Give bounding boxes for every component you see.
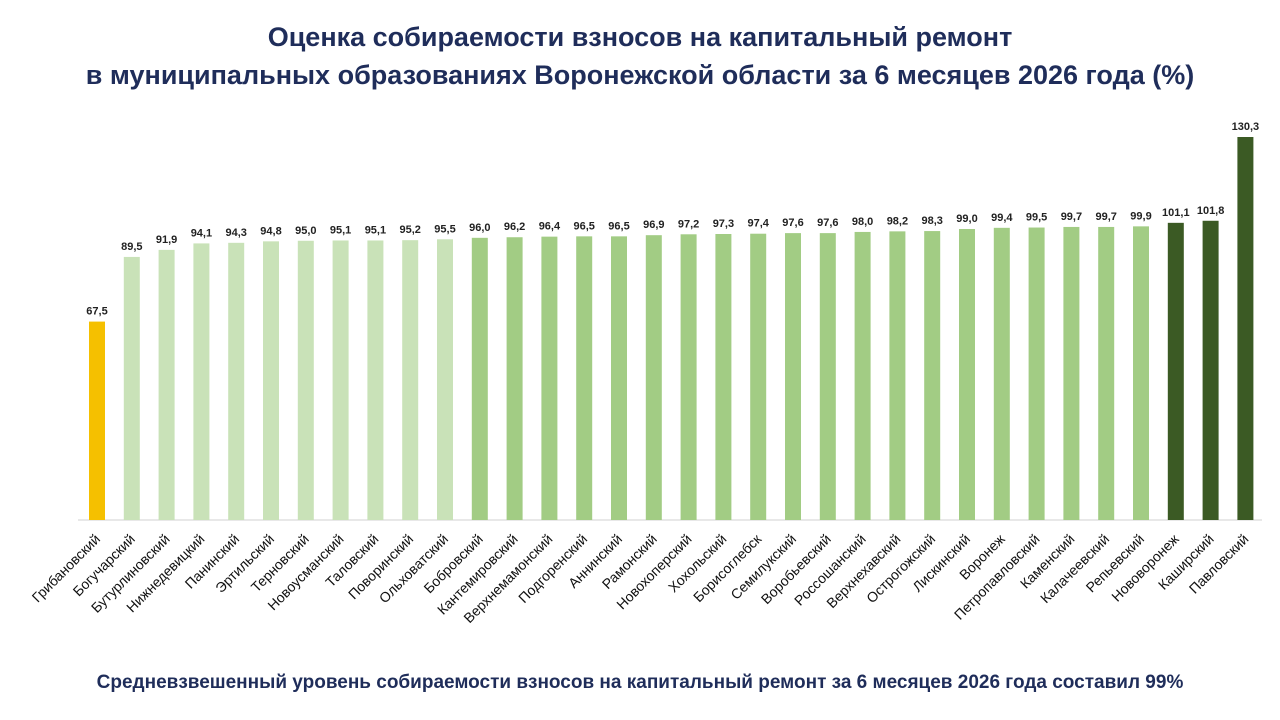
bars-group [89, 137, 1254, 521]
value-label: 130,3 [1232, 121, 1260, 133]
value-label: 101,8 [1197, 205, 1225, 217]
value-label: 94,1 [191, 227, 212, 239]
value-label: 97,6 [817, 217, 838, 229]
bar [819, 233, 836, 520]
chart-title-line1: Оценка собираемости взносов на капитальн… [267, 22, 1013, 52]
value-label: 95,0 [295, 225, 316, 237]
bar [750, 233, 767, 520]
value-label: 97,2 [678, 218, 699, 230]
bar [263, 241, 279, 520]
value-label: 99,7 [1061, 211, 1082, 223]
bar [889, 231, 906, 520]
value-label: 96,5 [608, 220, 629, 232]
summary-footer: Средневзвешенный уровень собираемости вз… [96, 672, 1184, 693]
bar [715, 233, 732, 520]
chart-title-line2: в муниципальных образованиях Воронежской… [85, 60, 1195, 90]
value-label: 95,1 [365, 224, 386, 236]
value-label: 101,1 [1162, 207, 1190, 219]
bar [1202, 220, 1219, 520]
bar [402, 240, 419, 520]
value-label: 95,2 [399, 224, 420, 236]
value-labels-group: 67,5 89,5 91,9 94,1 94,3 94,8 95,0 95,1 95,1 95,2… [86, 121, 1259, 318]
bar [158, 249, 175, 521]
bar [228, 242, 245, 521]
value-label: 97,6 [782, 217, 803, 229]
bar [645, 235, 662, 520]
bar [924, 231, 941, 520]
bar [1098, 226, 1115, 520]
bar [193, 243, 210, 520]
value-label: 97,4 [747, 218, 769, 230]
value-label: 94,8 [260, 225, 281, 237]
value-label: 98,2 [887, 215, 908, 227]
value-label: 94,3 [225, 227, 246, 239]
value-label: 97,3 [713, 218, 734, 230]
category-labels-group: ГрибановскийБогучарскийБутурлиновскийНиж… [29, 530, 1252, 626]
value-label: 99,7 [1095, 211, 1116, 223]
value-label: 99,9 [1130, 210, 1151, 222]
bar [1028, 227, 1045, 520]
bar [123, 256, 140, 520]
value-label: 98,3 [921, 215, 942, 227]
bar [541, 236, 558, 521]
bar [680, 234, 697, 521]
bar [611, 236, 627, 521]
bar [576, 236, 593, 521]
bar [1133, 226, 1149, 520]
value-label: 91,9 [156, 234, 177, 246]
value-label: 99,4 [991, 212, 1013, 224]
value-label: 99,0 [956, 213, 977, 225]
bar [993, 227, 1010, 521]
value-label: 96,2 [504, 221, 525, 233]
bar [1063, 226, 1080, 520]
bar [297, 240, 314, 521]
bar [959, 229, 975, 520]
bar [1167, 222, 1184, 520]
bar [332, 240, 349, 520]
value-label: 89,5 [121, 241, 142, 253]
value-label: 67,5 [86, 306, 107, 318]
value-label: 95,5 [434, 223, 455, 235]
value-label: 96,5 [573, 220, 594, 232]
bar [854, 231, 871, 521]
bar [785, 233, 801, 520]
bar [1237, 137, 1254, 520]
bar [367, 240, 384, 520]
value-label: 95,1 [330, 224, 351, 236]
value-label: 96,0 [469, 222, 490, 234]
bar [89, 321, 105, 520]
chart-title: Оценка собираемости взносов на капитальн… [0, 18, 1280, 94]
bar [471, 237, 488, 520]
value-label: 98,0 [852, 216, 873, 228]
bar [506, 237, 523, 520]
bar [437, 239, 453, 520]
value-label: 96,4 [539, 221, 561, 233]
value-label: 99,5 [1026, 212, 1047, 224]
value-label: 96,9 [643, 219, 664, 231]
